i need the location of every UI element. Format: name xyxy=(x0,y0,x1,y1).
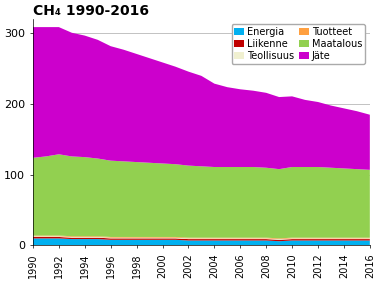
Text: CH₄ 1990-2016: CH₄ 1990-2016 xyxy=(33,4,149,18)
Legend: Energia, Liikenne, Teollisuus, Tuotteet, Maatalous, Jäte: Energia, Liikenne, Teollisuus, Tuotteet,… xyxy=(232,24,365,64)
